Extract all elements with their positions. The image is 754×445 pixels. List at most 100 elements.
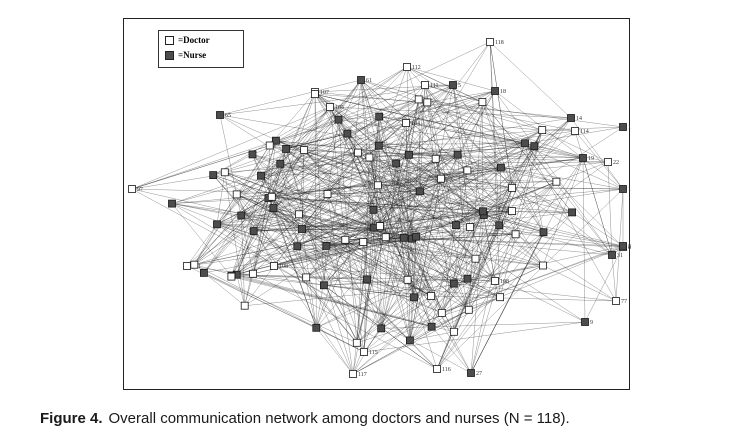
network-edge	[271, 196, 484, 212]
network-edge	[224, 154, 458, 173]
network-edge	[297, 170, 468, 247]
network-edge	[253, 149, 305, 232]
nurse-node	[412, 232, 420, 241]
network-edge	[268, 167, 501, 199]
network-edge	[216, 224, 298, 247]
network-edge	[186, 224, 218, 267]
doctor-node	[381, 233, 390, 242]
network-edge	[435, 158, 471, 228]
network-edge	[418, 99, 513, 212]
network-edge	[373, 227, 516, 235]
network-edge	[403, 167, 502, 238]
network-edge	[252, 154, 354, 375]
network-edge	[482, 101, 513, 188]
network-edge	[377, 161, 609, 186]
network-edge	[203, 196, 272, 274]
network-edge	[436, 225, 500, 370]
network-edge	[452, 84, 468, 171]
network-edge	[418, 99, 501, 298]
doctor-node	[352, 338, 361, 347]
network-edge	[457, 90, 496, 155]
network-edge	[395, 163, 415, 298]
node-label: 1	[628, 125, 631, 131]
network-edge	[436, 157, 584, 370]
nurse-node	[581, 318, 589, 326]
network-edge	[271, 102, 428, 197]
network-edge	[269, 41, 491, 146]
network-edge	[475, 161, 609, 259]
doctor-node	[373, 181, 382, 190]
network-edge	[224, 172, 374, 228]
network-edge	[406, 66, 496, 92]
nurse-node	[449, 81, 457, 89]
network-edge	[409, 211, 484, 341]
nurse-node	[319, 281, 328, 290]
network-edge	[363, 116, 380, 353]
doctor-node	[508, 207, 516, 216]
node-label: 116	[442, 367, 451, 373]
network-edge	[213, 174, 307, 278]
network-edge	[252, 197, 269, 274]
network-edge	[203, 148, 287, 274]
network-edge	[269, 145, 442, 179]
node-label: 9	[590, 320, 593, 326]
network-edge	[413, 181, 557, 298]
doctor-node	[190, 260, 199, 269]
network-edge	[369, 143, 526, 158]
network-edge	[286, 133, 348, 150]
network-edge	[236, 194, 274, 209]
network-edge	[542, 126, 624, 131]
network-edge	[252, 154, 317, 328]
node-label: 10	[628, 187, 631, 193]
network-edge	[352, 297, 501, 375]
network-edge	[482, 130, 576, 212]
network-edge	[582, 157, 613, 256]
network-edge	[363, 241, 544, 266]
network-edge	[452, 84, 471, 228]
doctor-node	[466, 223, 475, 232]
node-label: 108	[279, 264, 288, 270]
network-edge	[378, 99, 419, 146]
network-edge	[409, 154, 458, 341]
nurse-node	[463, 274, 472, 283]
network-edge	[236, 194, 298, 247]
network-edge	[366, 279, 432, 297]
network-edge	[316, 133, 348, 328]
network-edge	[231, 158, 436, 276]
nurse-node	[375, 112, 384, 121]
caption-label: Figure 4.	[40, 410, 103, 427]
nurse-node	[249, 227, 258, 236]
network-edge	[186, 265, 317, 329]
network-edge	[511, 187, 544, 233]
network-edge	[457, 154, 544, 266]
nodes: 118 112 111 107 105 104 65 61 5 18 14 114 1 19 22 10 97 8…	[128, 38, 631, 378]
network-edge	[260, 148, 287, 176]
network-edge	[453, 283, 617, 302]
doctor-node	[604, 158, 612, 166]
doctor-node	[323, 190, 332, 198]
network-edge	[457, 154, 573, 213]
nurse-node	[209, 171, 218, 180]
doctor-node	[402, 119, 410, 127]
doctor-node	[249, 269, 257, 278]
network-edge	[253, 227, 374, 232]
nurse-node	[452, 221, 460, 230]
network-edge	[252, 157, 370, 274]
network-edge	[407, 236, 417, 280]
network-edge	[338, 99, 419, 120]
nurse-node	[495, 221, 504, 230]
network-edge	[357, 117, 572, 153]
network-edge	[194, 227, 374, 265]
network-edge	[369, 157, 408, 280]
doctor-node	[326, 103, 334, 111]
nurse-node	[567, 114, 575, 122]
doctor-node	[552, 177, 561, 186]
network-edge	[131, 145, 270, 190]
network-edge	[268, 197, 368, 280]
doctor-node	[437, 174, 445, 183]
network-edge	[470, 214, 485, 374]
network-edge	[306, 154, 458, 278]
network-edge	[418, 99, 576, 132]
network-edge	[379, 116, 544, 266]
node-label: 77	[621, 299, 627, 305]
